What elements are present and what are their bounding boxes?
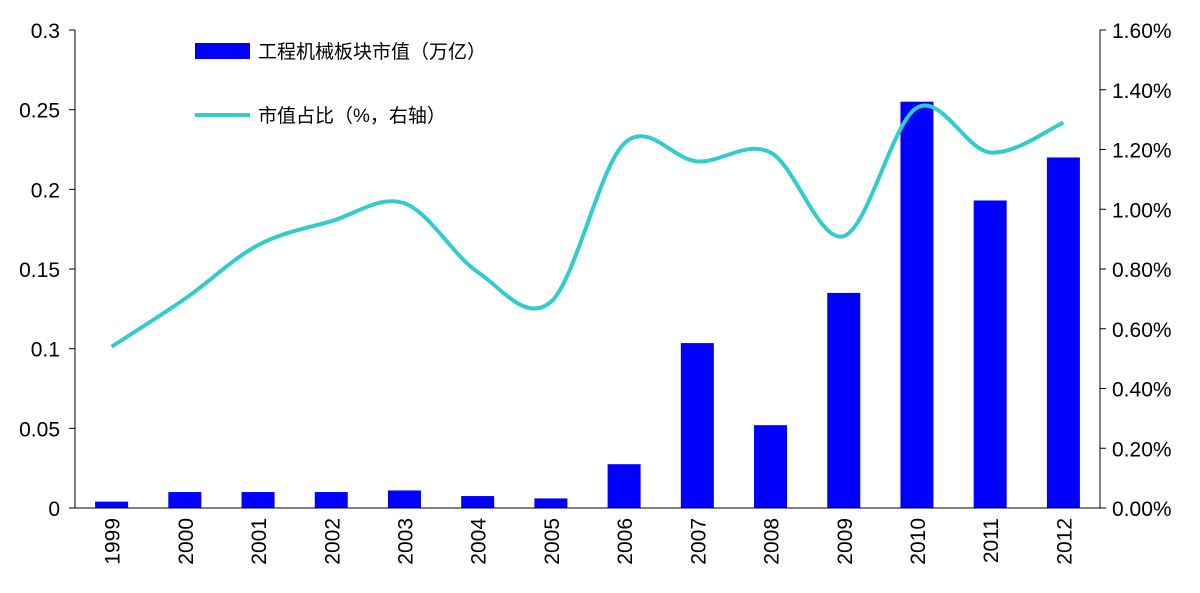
left-tick-label: 0.3 [31, 20, 60, 43]
bar-2001 [241, 492, 275, 508]
right-tick-label: 1.00% [1112, 199, 1172, 222]
bar-2012 [1046, 157, 1080, 508]
bar-2006 [607, 464, 641, 508]
legend: 工程机械板块市值（万亿） 市值占比（%，右轴） [195, 41, 486, 127]
x-tick-label: 2006 [614, 518, 637, 565]
x-tick-label: 2003 [394, 518, 417, 565]
x-tick-label: 2005 [541, 518, 564, 565]
right-tick-label: 0.00% [1112, 498, 1172, 521]
x-tick-label: 2010 [907, 518, 930, 565]
bar-1999 [95, 501, 129, 508]
x-tick-label: 2002 [321, 518, 344, 565]
bar-2011 [973, 200, 1007, 508]
right-tick-label: 1.60% [1112, 20, 1172, 43]
x-tick-label: 2001 [248, 518, 271, 565]
bar-2004 [461, 496, 495, 508]
x-tick-label: 2004 [468, 518, 491, 565]
bar-2008 [754, 425, 788, 508]
left-tick-label: 0.25 [19, 100, 60, 123]
legend-label-line: 市值占比（%，右轴） [258, 105, 446, 127]
legend-label-bar: 工程机械板块市值（万亿） [258, 41, 486, 63]
series-line-share [110, 103, 1065, 349]
bar-2003 [387, 490, 421, 508]
right-tick-label: 0.40% [1112, 379, 1172, 402]
x-tick-label: 1999 [102, 518, 125, 565]
x-tick-label: 2008 [761, 518, 784, 565]
left-tick-label: 0.1 [31, 339, 60, 362]
bar-2007 [680, 343, 714, 508]
x-tick-label: 2011 [980, 518, 1003, 563]
bar-2000 [168, 492, 202, 508]
x-tick-label: 2012 [1053, 518, 1076, 565]
bar-2005 [534, 498, 568, 508]
x-tick-label: 2009 [834, 518, 857, 565]
right-tick-label: 0.20% [1112, 438, 1172, 461]
x-tick-label: 2007 [687, 518, 710, 565]
legend-swatch-bar [195, 43, 250, 59]
right-tick-label: 0.80% [1112, 259, 1172, 282]
left-tick-label: 0.05 [19, 418, 60, 441]
bar-2009 [827, 292, 861, 508]
bar-2002 [314, 492, 348, 508]
left-tick-label: 0.2 [31, 179, 60, 202]
bar-2010 [900, 101, 934, 508]
left-tick-label: 0.15 [19, 259, 60, 282]
right-tick-label: 0.60% [1112, 319, 1172, 342]
right-tick-label: 1.40% [1112, 80, 1172, 103]
x-tick-label: 2000 [175, 518, 198, 565]
left-tick-label: 0 [48, 498, 60, 521]
right-tick-label: 1.20% [1112, 140, 1172, 163]
